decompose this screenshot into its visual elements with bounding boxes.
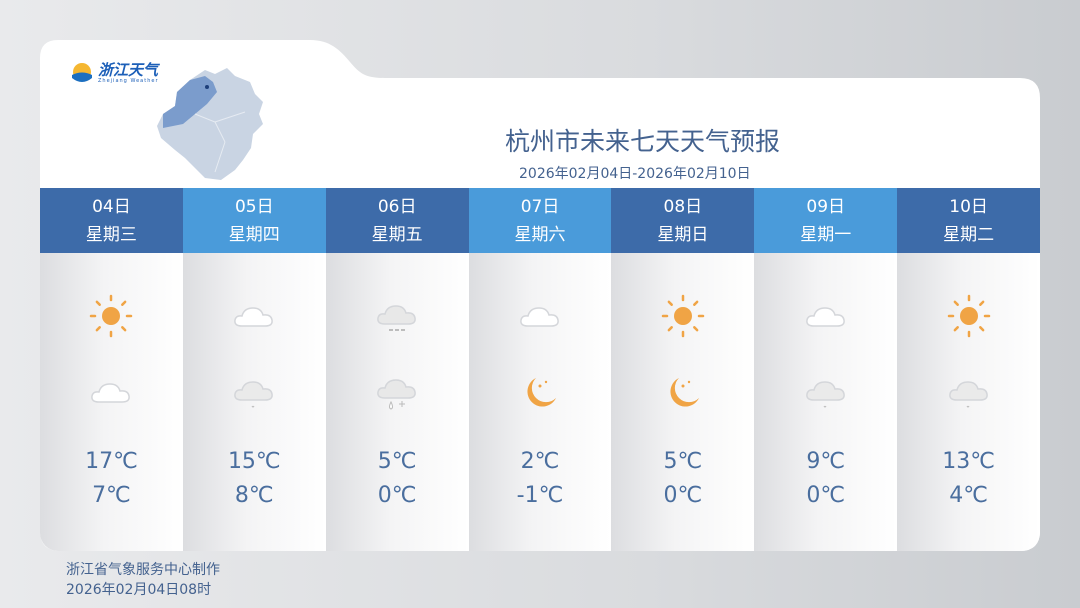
high-temp: 13℃ [942,449,995,474]
sun-wave-logo-icon [72,63,92,82]
cloudy-icon [796,291,856,341]
day-column: 05日 星期四 15℃ 8℃ [182,188,326,551]
sunny-icon [653,291,713,341]
day-weekday: 星期日 [657,224,709,245]
high-temp: 15℃ [227,449,281,474]
logo-subtext: Zhejiang Weather [98,77,159,84]
producer-text: 浙江省气象服务中心制作 [66,562,220,578]
day-date: 06日 [377,196,417,217]
high-temp: 9℃ [806,449,846,474]
day-column: 09日 星期一 9℃ 0℃ [754,188,898,551]
day-date: 10日 [949,196,988,217]
day-weekday: 星期四 [228,224,280,245]
zhejiang-map [157,68,263,180]
low-temp: 0℃ [377,483,417,508]
day-column: 07日 星期六 2℃ -1℃ [468,188,612,551]
high-temp: 2℃ [520,449,560,474]
day-body: 15℃ 8℃ [182,253,326,551]
day-weekday: 星期一 [800,224,852,245]
day-header: 04日 星期三 [40,188,183,253]
day-column: 06日 星期五 5℃ 0℃ [325,188,469,551]
day-body: 2℃ -1℃ [468,253,612,551]
day-column: 08日 星期日 5℃ 0℃ [611,188,755,551]
cloudy-icon [224,291,284,341]
issued-time: 2026年02月04日08时 [66,582,212,598]
footer: 浙江省气象服务中心制作 2026年02月04日08时 [66,560,220,600]
forecast-table: 04日 星期三 17℃ 7℃ 05日 星期四 15℃ 8℃ 06日 星期五 5℃… [40,188,1040,551]
sleet-icon [367,367,427,417]
day-date: 08日 [663,196,703,217]
day-date: 07日 [520,196,560,217]
page-title: 杭州市未来七天天气预报 [505,127,781,156]
light-rain-icon [224,367,284,417]
cloudy-icon [81,367,141,417]
logo-text: 浙江天气 [98,60,159,79]
low-temp: 4℃ [949,483,988,508]
day-weekday: 星期二 [943,224,995,245]
day-body: 9℃ 0℃ [754,253,898,551]
low-temp: 7℃ [92,483,131,508]
day-date: 05日 [234,196,274,217]
moon-icon [510,367,570,417]
moon-icon [653,367,713,417]
zhejiang-weather-logo: 浙江天气 Zhejiang Weather [70,62,159,84]
day-body: 5℃ 0℃ [325,253,469,551]
date-range: 2026年02月04日-2026年02月10日 [519,166,751,182]
day-weekday: 星期五 [371,224,423,245]
sunny-icon [939,291,999,341]
day-date: 04日 [92,196,131,217]
day-weekday: 星期三 [85,224,137,245]
day-header: 09日 星期一 [754,188,898,253]
day-weekday: 星期六 [514,224,566,245]
day-header: 05日 星期四 [182,188,326,253]
day-column: 04日 星期三 17℃ 7℃ [40,188,183,551]
day-body: 17℃ 7℃ [40,253,183,551]
low-temp: -1℃ [516,483,564,508]
day-header: 10日 星期二 [897,188,1040,253]
light-rain-icon [796,367,856,417]
high-temp: 17℃ [85,449,138,474]
low-temp: 8℃ [234,483,274,508]
day-column: 10日 星期二 13℃ 4℃ [897,188,1040,551]
day-body: 5℃ 0℃ [611,253,755,551]
day-header: 07日 星期六 [468,188,612,253]
day-header: 06日 星期五 [325,188,469,253]
light-rain-icon [939,367,999,417]
high-temp: 5℃ [377,449,417,474]
day-body: 13℃ 4℃ [897,253,1040,551]
day-header: 08日 星期日 [611,188,755,253]
high-temp: 5℃ [663,449,703,474]
cloudy-icon [510,291,570,341]
day-date: 09日 [806,196,846,217]
sunny-icon [81,291,141,341]
light-snow-icon [367,291,427,341]
low-temp: 0℃ [663,483,703,508]
low-temp: 0℃ [806,483,846,508]
